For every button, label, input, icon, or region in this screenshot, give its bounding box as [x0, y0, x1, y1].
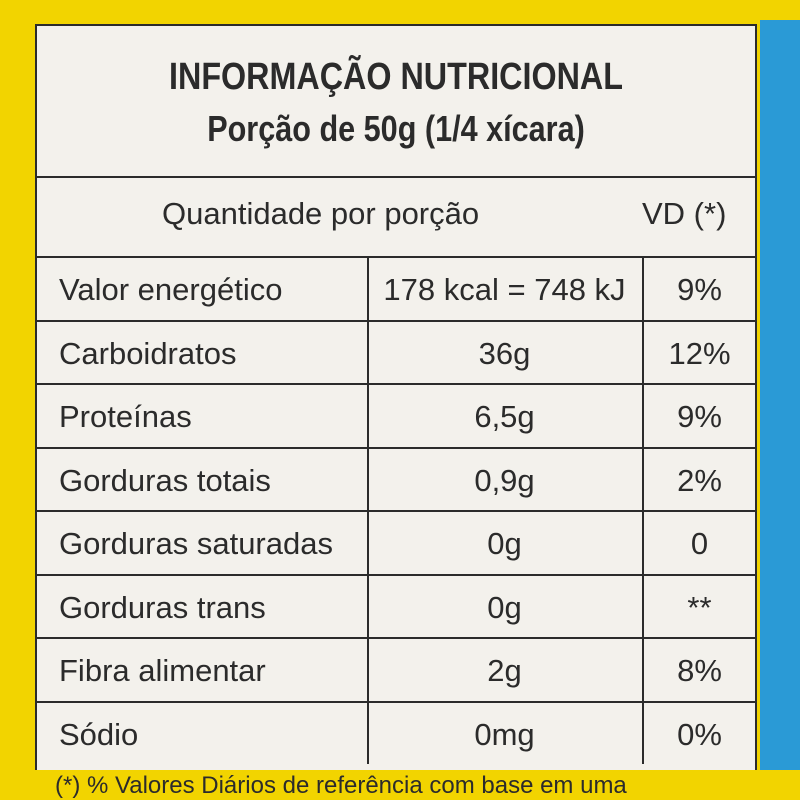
row-divider [37, 319, 755, 322]
nutrient-amount: 0mg [474, 716, 535, 752]
row-divider [37, 700, 755, 703]
row-divider [37, 383, 755, 385]
nutrient-amount: 2g [487, 653, 522, 688]
row-divider [37, 446, 755, 449]
nutrient-name: Valor energético [59, 272, 283, 307]
daily-value: ** [687, 589, 712, 625]
nutrient-amount: 36g [478, 335, 531, 371]
nutrient-amount: 0,9g [474, 462, 535, 498]
column-header: Quantidade por porção [162, 196, 480, 231]
package-edge [760, 20, 800, 800]
nutrient-amount: 0g [487, 589, 522, 625]
row-divider [37, 637, 755, 639]
daily-value: 9% [677, 272, 722, 307]
divider [37, 176, 755, 178]
daily-value: 8% [677, 653, 722, 688]
nutrition-label: INFORMAÇÃO NUTRICIONAL Porção de 50g (1/… [35, 24, 757, 772]
daily-value: 9% [677, 399, 722, 434]
nutrient-name: Carboidratos [59, 335, 237, 371]
footnote: (*) % Valores Diários de referência com … [55, 772, 627, 799]
nutrient-name: Sódio [59, 716, 139, 752]
nutrient-amount: 0g [487, 526, 522, 561]
daily-value: 2% [677, 462, 722, 498]
nutrient-name: Fibra alimentar [59, 653, 266, 688]
nutrient-amount: 178 kcal = 748 kJ [383, 272, 626, 307]
daily-value: 0 [690, 526, 709, 561]
label-title: INFORMAÇÃO NUTRICIONAL [169, 56, 623, 98]
row-divider [37, 573, 755, 576]
nutrient-name: Gorduras trans [59, 589, 266, 625]
nutrient-name: Proteínas [59, 399, 192, 434]
column-header: VD (*) [642, 196, 727, 231]
footnote-area: (*) % Valores Diários de referência com … [0, 770, 800, 800]
nutrient-amount: 6,5g [474, 399, 535, 434]
daily-value: 0% [677, 716, 722, 752]
nutrient-name: Gorduras totais [59, 462, 271, 498]
row-divider [37, 510, 755, 512]
serving-size: Porção de 50g (1/4 xícara) [207, 108, 585, 149]
divider [37, 256, 755, 258]
daily-value: 12% [668, 335, 731, 371]
nutrient-name: Gorduras saturadas [59, 526, 333, 561]
